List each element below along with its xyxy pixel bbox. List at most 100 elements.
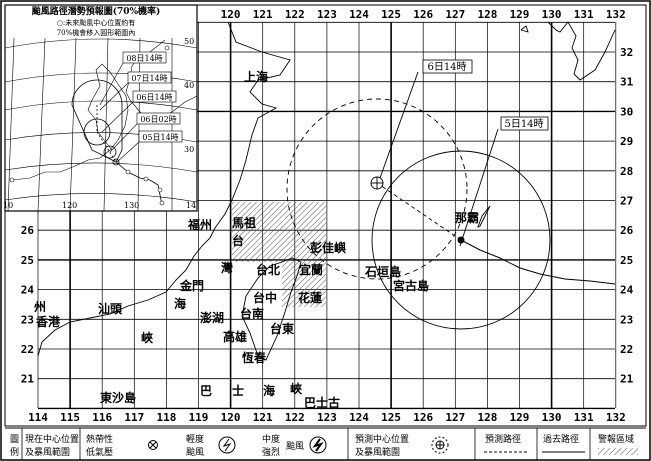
lat-label-right: 24	[620, 284, 634, 297]
inset-note-1: ○:未來颱風中心位置約有	[57, 18, 135, 27]
lon-label-top: 130	[542, 8, 562, 21]
lon-label-bottom: 125	[381, 411, 401, 424]
place-label: 巴	[200, 384, 212, 398]
svg-text:07日14時: 07日14時	[131, 74, 167, 83]
forecast-center-icon	[370, 176, 384, 190]
lat-label-left: 23	[21, 313, 34, 326]
place-label: 上海	[244, 69, 268, 84]
place-label: 彭佳嶼	[310, 240, 346, 255]
place-label: 宮古島	[393, 278, 429, 293]
lon-label-bottom: 119	[189, 411, 209, 424]
place-label: 州	[33, 300, 46, 314]
lon-label-bottom: 114	[28, 411, 48, 424]
forecast-track	[376, 182, 462, 241]
inset-lon-140: 14	[186, 201, 196, 210]
legend-td-2: 低氣壓	[86, 446, 113, 458]
taiwan-coast	[241, 257, 302, 361]
place-label: 台北	[256, 262, 280, 277]
legend-moderate-3: 颱風	[286, 441, 304, 452]
warning-area-sample	[598, 448, 638, 455]
tropical-depression-icon	[148, 440, 158, 450]
lon-label-bottom: 120	[221, 411, 241, 424]
legend-past-track: 過去路徑	[543, 433, 579, 445]
mild-typhoon-icon	[218, 436, 236, 454]
lon-label-bottom: 129	[510, 411, 530, 424]
lon-label-bottom: 121	[253, 411, 273, 424]
lon-label-top: 120	[221, 8, 241, 21]
place-label: 海	[174, 296, 186, 311]
place-label: 恆春	[242, 350, 267, 365]
legend-moderate-2: 強烈	[262, 446, 280, 458]
current-time-label: 5日14時	[500, 116, 549, 131]
current-label-leader	[459, 128, 499, 247]
lon-label-top: 123	[317, 8, 337, 21]
lat-label-right: 32	[620, 46, 633, 59]
china-coast	[37, 21, 291, 357]
forecast-label-leader	[379, 71, 419, 179]
lon-label-top: 126	[413, 8, 433, 21]
place-label: 灣	[221, 260, 233, 275]
legend: 圖 例 現在中心位置 及暴風範圍 熱帶性 低氣壓 輕度 颱風 中度 強烈 颱風 …	[5, 427, 646, 460]
lon-label-top: 127	[445, 8, 465, 21]
lat-label-left: 24	[21, 284, 35, 297]
inset-lat-50: 50	[184, 37, 194, 46]
forecast-time-label: 6日14時	[422, 59, 473, 74]
lat-label-left: 25	[21, 254, 34, 267]
place-label: 宜蘭	[299, 262, 323, 277]
lon-label-top: 125	[381, 8, 401, 21]
place-label: 台南	[240, 306, 264, 321]
legend-forecast-1: 預測中心位置	[355, 433, 409, 445]
past-track	[460, 239, 616, 285]
lon-label-bottom: 118	[156, 411, 176, 424]
lat-label-right: 27	[620, 195, 633, 208]
place-label: 東沙島	[100, 390, 136, 405]
lon-label-top: 124	[349, 8, 369, 21]
inset-lat-30: 30	[184, 145, 194, 154]
lat-label-right: 26	[620, 224, 634, 237]
lat-label-left: 26	[21, 224, 35, 237]
kyushu-coast	[547, 21, 616, 81]
inset-time-box: 06日02時	[136, 112, 181, 125]
lat-label-right: 29	[620, 135, 633, 148]
inset-lon-110: 10	[3, 201, 13, 210]
inset-time-box: 05日14時	[138, 130, 183, 143]
place-label: 台	[232, 233, 244, 248]
legend-title-1: 圖	[10, 434, 19, 445]
lat-label-right: 28	[620, 165, 633, 178]
legend-moderate-1: 中度	[262, 433, 280, 445]
lon-label-bottom: 122	[285, 411, 305, 424]
legend-mild-1: 輕度	[186, 433, 204, 445]
inset-lon-120: 120	[62, 201, 77, 210]
place-label: 福州	[187, 217, 212, 232]
inset-lon-130: 130	[124, 201, 139, 210]
lon-label-bottom: 124	[349, 411, 369, 424]
legend-forecast-2: 及暴風範圍	[355, 446, 400, 458]
place-label: 花蓮	[298, 290, 322, 305]
lon-label-bottom: 131	[574, 411, 594, 424]
lat-label-right: 21	[620, 373, 634, 386]
lon-label-top: 132	[606, 8, 626, 21]
place-label: 汕頭	[98, 301, 123, 316]
svg-text:06日02時: 06日02時	[140, 115, 176, 124]
lat-label-right: 31	[620, 76, 634, 89]
place-label: 海	[263, 383, 275, 398]
legend-title-2: 例	[10, 446, 19, 458]
lat-label-right: 22	[620, 343, 633, 356]
warning-area-hatch	[232, 202, 326, 307]
place-label: 高雄	[223, 329, 247, 344]
place-label: 那霸	[455, 211, 479, 225]
forecast-position-icon	[431, 436, 449, 454]
tick-labels: 114 115 116 117 118 119 120 120 121 121 122 122 123 1…	[21, 8, 634, 424]
lat-label-right: 25	[620, 254, 633, 267]
svg-text:6日14時: 6日14時	[427, 61, 466, 73]
lon-label-top: 131	[574, 8, 594, 21]
inset-map: 08日14時 07日14時 06日14時 06日02時 05日14時 颱風路徑潛勢預報圖…	[3, 4, 198, 212]
lon-label-top: 129	[510, 8, 530, 21]
lat-label-left: 21	[21, 373, 35, 386]
current-storm-radius	[371, 150, 551, 330]
legend-forecast-track: 預測路徑	[485, 433, 521, 445]
place-label: 台中	[253, 290, 277, 305]
lon-label-bottom: 116	[92, 411, 112, 424]
